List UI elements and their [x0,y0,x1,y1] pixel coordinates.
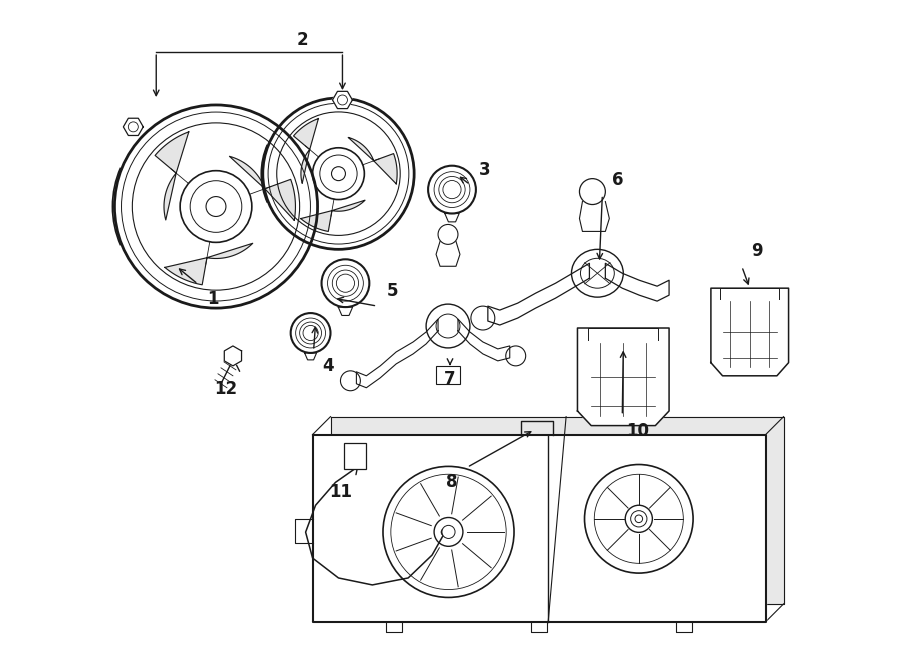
Polygon shape [301,200,365,231]
Text: 9: 9 [751,243,762,260]
Polygon shape [578,328,669,426]
Polygon shape [332,91,353,108]
Text: 2: 2 [297,31,309,49]
Text: 6: 6 [611,171,623,188]
Text: 7: 7 [445,369,455,388]
Polygon shape [488,263,590,325]
Polygon shape [330,416,784,604]
Polygon shape [123,118,143,136]
Text: 4: 4 [323,357,334,375]
Text: 11: 11 [329,483,352,501]
Polygon shape [458,319,509,361]
FancyBboxPatch shape [345,442,366,469]
Bar [436,366,460,384]
Polygon shape [356,319,438,388]
Polygon shape [606,263,669,301]
Polygon shape [165,243,253,285]
Text: 5: 5 [386,282,398,300]
Circle shape [442,525,455,539]
Text: 3: 3 [479,161,490,178]
Text: 12: 12 [214,380,238,398]
Polygon shape [711,288,788,376]
Polygon shape [224,346,241,366]
Polygon shape [230,156,295,220]
Text: 8: 8 [446,473,458,491]
Circle shape [206,196,226,217]
Circle shape [441,528,449,536]
Circle shape [635,515,643,523]
Polygon shape [348,137,397,184]
Text: 10: 10 [626,422,649,440]
Polygon shape [338,307,353,315]
Circle shape [331,167,346,180]
Polygon shape [155,132,189,220]
Polygon shape [293,118,319,183]
Text: 1: 1 [207,290,219,308]
Polygon shape [445,214,459,222]
Polygon shape [304,353,317,360]
Polygon shape [312,434,766,622]
